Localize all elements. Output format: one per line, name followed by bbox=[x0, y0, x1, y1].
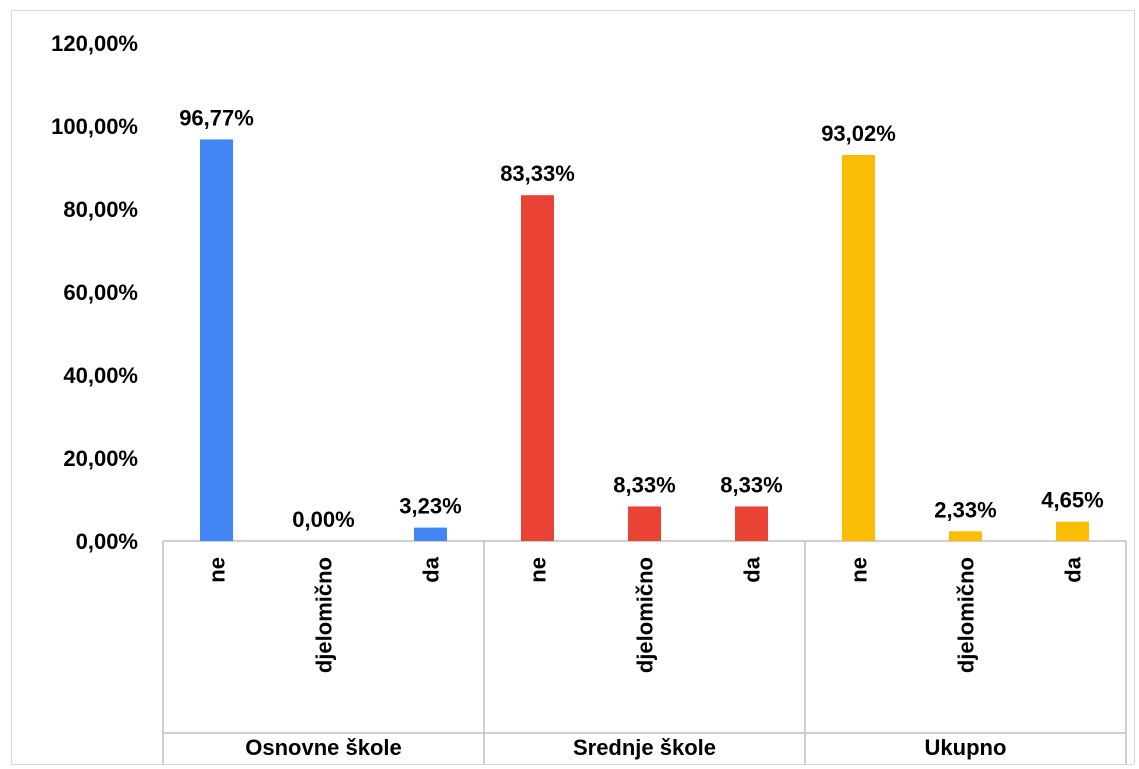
bar bbox=[842, 154, 875, 542]
y-tick-label: 20,00% bbox=[63, 446, 138, 471]
y-tick-label: 80,00% bbox=[63, 197, 138, 222]
y-tick-label: 100,00% bbox=[51, 114, 138, 139]
bar bbox=[200, 139, 233, 542]
group-label: Srednje škole bbox=[573, 735, 716, 760]
category-label: djelomično bbox=[633, 557, 658, 673]
category-label: ne bbox=[847, 557, 872, 583]
category-label: ne bbox=[205, 557, 230, 583]
category-label: da bbox=[419, 556, 444, 582]
category-label: djelomično bbox=[954, 557, 979, 673]
bar bbox=[414, 527, 447, 541]
data-label: 8,33% bbox=[720, 472, 782, 497]
data-label: 96,77% bbox=[179, 105, 254, 130]
bar bbox=[1056, 521, 1089, 541]
bar bbox=[949, 531, 982, 541]
category-label: da bbox=[1061, 556, 1086, 582]
category-label: da bbox=[740, 556, 765, 582]
y-tick-label: 40,00% bbox=[63, 363, 138, 388]
y-tick-label: 60,00% bbox=[63, 280, 138, 305]
bar bbox=[735, 506, 768, 541]
data-label: 4,65% bbox=[1041, 488, 1103, 513]
y-tick-label: 120,00% bbox=[51, 31, 138, 56]
group-label: Osnovne škole bbox=[245, 735, 402, 760]
data-label: 83,33% bbox=[500, 161, 575, 186]
chart-area bbox=[11, 10, 1135, 765]
y-tick-label: 0,00% bbox=[76, 529, 138, 554]
data-label: 2,33% bbox=[934, 497, 996, 522]
data-label: 3,23% bbox=[399, 494, 461, 519]
data-label: 93,02% bbox=[821, 121, 896, 146]
bar bbox=[628, 506, 661, 541]
bar bbox=[521, 195, 554, 542]
group-label: Ukupno bbox=[925, 735, 1007, 760]
category-label: ne bbox=[526, 557, 551, 583]
data-label: 0,00% bbox=[292, 507, 354, 532]
data-label: 8,33% bbox=[613, 472, 675, 497]
category-label: djelomično bbox=[312, 557, 337, 673]
